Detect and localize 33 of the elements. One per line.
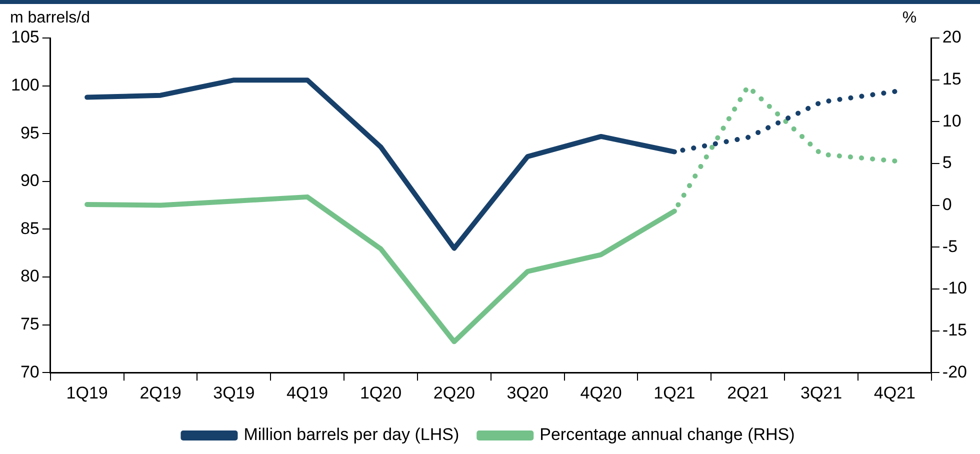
- y-tick-label: 70: [20, 362, 40, 382]
- y2-tick-label: -15: [942, 320, 968, 340]
- y2-tick-label: -20: [942, 362, 968, 382]
- y2-axis-title: %: [902, 9, 917, 26]
- x-tick-label: 4Q21: [874, 383, 916, 402]
- legend-label: Percentage annual change (RHS): [540, 425, 795, 444]
- x-tick-label: 2Q20: [433, 383, 475, 402]
- y2-tick-label: -5: [942, 236, 958, 256]
- x-tick-label: 1Q20: [360, 383, 402, 402]
- y-tick-label: 75: [20, 314, 40, 334]
- y-tick-label: 105: [10, 28, 40, 47]
- y2-tick-label: 0: [942, 194, 952, 214]
- y-tick-label: 80: [20, 266, 40, 286]
- y-tick-label: 85: [20, 218, 40, 238]
- x-tick-label: 4Q19: [286, 383, 328, 402]
- y2-tick-label: 20: [942, 28, 962, 47]
- y-tick-label: 100: [10, 75, 40, 94]
- y2-tick-label: 15: [942, 70, 962, 89]
- y2-tick-label: 5: [942, 153, 952, 172]
- y-axis-title: m barrels/d: [10, 9, 90, 26]
- x-tick-label: 4Q20: [580, 383, 622, 402]
- y-tick-label: 95: [20, 123, 40, 142]
- x-tick-label: 3Q20: [506, 383, 548, 402]
- legend-label: Million barrels per day (LHS): [244, 425, 460, 444]
- y-tick-label: 90: [20, 171, 40, 190]
- y2-tick-label: -10: [942, 278, 968, 298]
- x-tick-label: 2Q19: [140, 383, 182, 402]
- x-tick-label: 2Q21: [727, 383, 769, 402]
- x-tick-label: 1Q19: [66, 383, 108, 402]
- y2-tick-label: 10: [942, 111, 962, 130]
- x-tick-label: 3Q21: [800, 383, 842, 402]
- x-tick-label: 3Q19: [213, 383, 255, 402]
- x-tick-label: 1Q21: [654, 383, 696, 402]
